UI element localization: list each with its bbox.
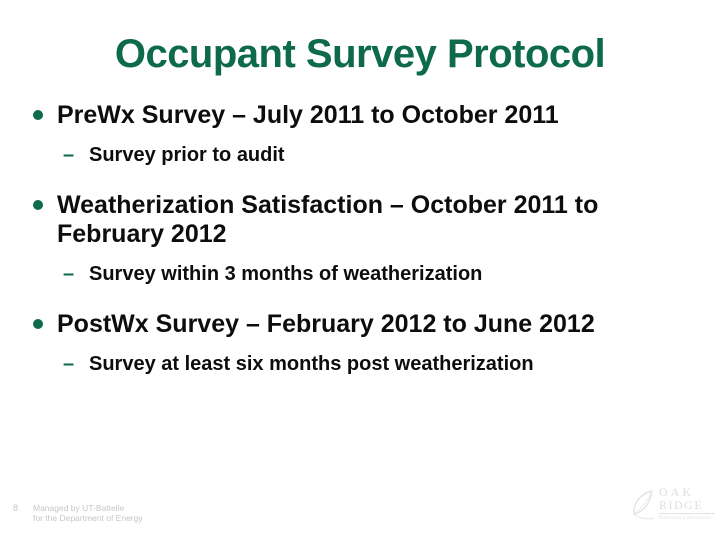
slide-title: Occupant Survey Protocol [114, 32, 606, 76]
sub-bullet-dash-icon: – [63, 353, 75, 375]
footer-line-1: Managed by UT-Battelle [33, 503, 125, 513]
logo-wordmark: OAK RIDGE National Laboratory [659, 486, 715, 522]
sub-bullet-text: Survey prior to audit [89, 144, 285, 166]
logo-word-oak: OAK [659, 485, 694, 499]
bullet-dot-icon [33, 110, 43, 120]
sub-bullet-dash-icon: – [63, 144, 75, 166]
bullet-item-text: PostWx Survey – February 2012 to June 20… [57, 310, 595, 338]
bullet-item-text: PreWx Survey – July 2011 to October 2011 [57, 101, 559, 129]
sub-bullet-item-1: – Survey prior to audit [63, 143, 685, 167]
sub-bullet-item-3: – Survey at least six months post weathe… [63, 352, 685, 376]
logo-word-ridge: RIDGE [659, 498, 704, 512]
footer-line-2: for the Department of Energy [33, 513, 143, 523]
footer-attribution: Managed by UT-Battelle for the Departmen… [33, 503, 143, 523]
bullet-dot-icon [33, 319, 43, 329]
bullet-item-text: Weatherization Satisfaction – October 20… [57, 191, 599, 248]
oak-ridge-national-laboratory-logo: OAK RIDGE National Laboratory [630, 486, 720, 532]
bullet-item-3: PostWx Survey – February 2012 to June 20… [33, 310, 685, 339]
sub-bullet-item-2: – Survey within 3 months of weatherizati… [63, 262, 685, 286]
logo-divider [659, 513, 715, 514]
sub-bullet-text: Survey within 3 months of weatherization [89, 263, 483, 285]
bullet-item-1: PreWx Survey – July 2011 to October 2011 [33, 101, 685, 130]
bullet-list: PreWx Survey – July 2011 to October 2011… [33, 101, 685, 400]
slide-number: 8 [13, 503, 19, 513]
logo-subtitle: National Laboratory [659, 515, 712, 521]
sub-bullet-dash-icon: – [63, 263, 75, 285]
sub-bullet-text: Survey at least six months post weatheri… [89, 353, 534, 375]
oak-leaf-icon [630, 488, 656, 529]
bullet-item-2: Weatherization Satisfaction – October 20… [33, 191, 685, 249]
bullet-dot-icon [33, 200, 43, 210]
